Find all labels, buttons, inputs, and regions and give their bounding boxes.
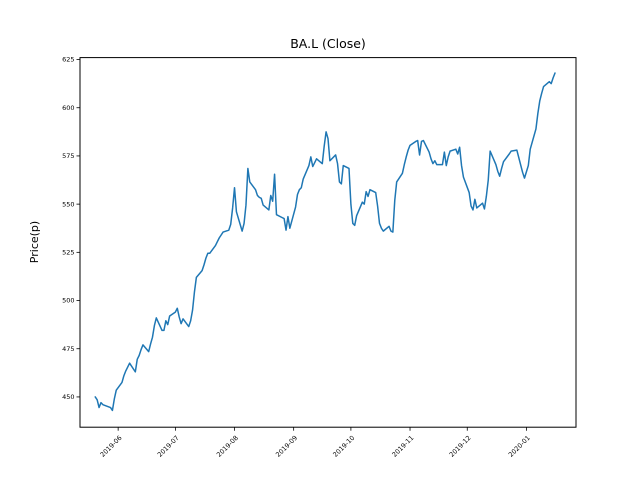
axes-spines (79, 57, 577, 428)
y-tick-label: 625 (62, 56, 74, 64)
y-axis-label: Price(p) (28, 221, 41, 263)
y-tick-label: 475 (62, 345, 74, 353)
y-tick-label: 600 (62, 104, 74, 112)
y-tick-label: 525 (62, 249, 74, 257)
y-tick-label: 450 (62, 393, 74, 401)
chart-title: BA.L (Close) (290, 36, 366, 51)
y-tick-label: 575 (62, 152, 74, 160)
y-tick-label: 550 (62, 200, 74, 208)
y-tick-label: 500 (62, 297, 74, 305)
price-line-close (94, 72, 556, 412)
